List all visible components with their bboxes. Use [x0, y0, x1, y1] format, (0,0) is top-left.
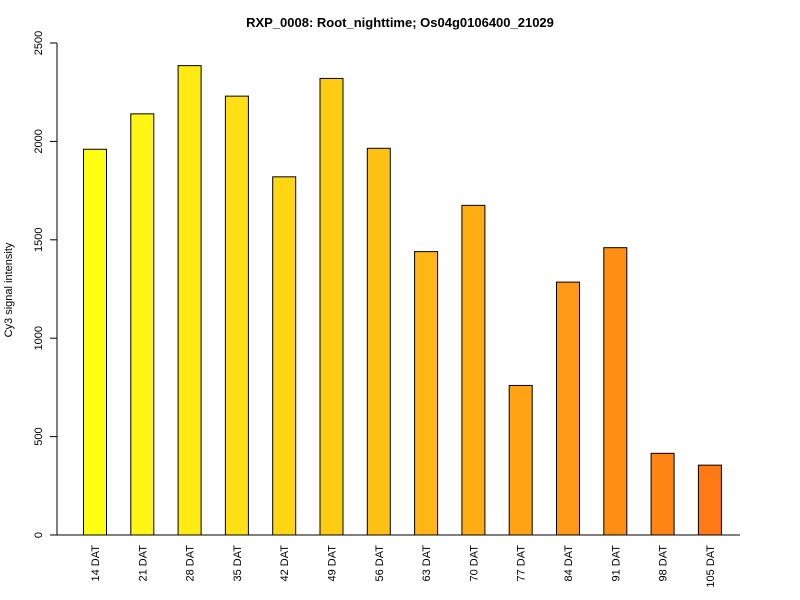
bar-77-dat: [508, 384, 533, 536]
x-tick-label: 105 DAT: [705, 545, 717, 588]
bar-14-dat: [83, 148, 107, 536]
bar-28-dat: [177, 65, 202, 536]
x-tick-label: 14 DAT: [90, 545, 102, 582]
bar-98-dat: [650, 452, 675, 536]
x-tick-label: 35 DAT: [232, 545, 244, 582]
y-tick-label: 1000: [33, 326, 45, 350]
x-tick-label: 42 DAT: [279, 545, 291, 582]
bar-63-dat: [414, 251, 439, 536]
y-tick-label: 0: [33, 532, 45, 538]
x-tick-label: 70 DAT: [468, 545, 480, 582]
chart-title: RXP_0008: Root_nighttime; Os04g0106400_2…: [246, 15, 554, 30]
y-axis-label: Cy3 signal intensity: [3, 242, 15, 337]
x-tick-label: 56 DAT: [374, 545, 386, 582]
y-tick-label: 1500: [33, 228, 45, 252]
x-tick-label: 49 DAT: [327, 545, 339, 582]
bar-70-dat: [461, 204, 486, 536]
x-tick-label: 28 DAT: [185, 545, 197, 582]
y-axis-ticks: 0 500 1000 1500 2000 2500: [33, 31, 57, 538]
y-tick-label: 2000: [33, 129, 45, 153]
bars-group: [83, 65, 722, 536]
bar-105-dat: [697, 464, 722, 536]
bar-21-dat: [130, 113, 155, 536]
x-tick-label: 91 DAT: [610, 545, 622, 582]
bar-84-dat: [556, 281, 580, 536]
x-tick-label: 98 DAT: [658, 545, 670, 582]
bar-56-dat: [366, 147, 391, 536]
bar-91-dat: [603, 247, 628, 536]
x-tick-label: 84 DAT: [563, 545, 575, 582]
x-tick-label: 63 DAT: [421, 545, 433, 582]
bar-49-dat: [319, 77, 344, 536]
x-tick-label: 77 DAT: [516, 545, 528, 582]
bar-42-dat: [272, 176, 297, 536]
y-tick-label: 500: [33, 427, 45, 445]
x-tick-label: 21 DAT: [137, 545, 149, 582]
y-tick-label: 2500: [33, 31, 45, 55]
x-axis-labels: 14 DAT 21 DAT 28 DAT 35 DAT 42 DAT 49 DAT 56 D…: [90, 545, 717, 588]
bar-35-dat: [224, 95, 249, 536]
